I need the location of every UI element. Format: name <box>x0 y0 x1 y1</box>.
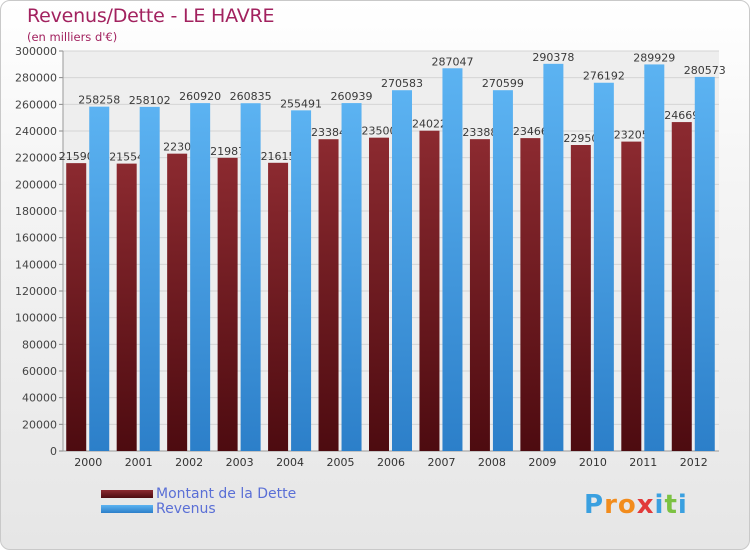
bar-dette <box>369 137 389 451</box>
x-tick-label: 2007 <box>427 456 455 469</box>
bar-dette <box>671 122 692 451</box>
bar-revenus <box>190 103 211 452</box>
bar-dette <box>268 162 289 452</box>
data-label-dette: 24669 <box>664 109 699 122</box>
data-label-revenus: 258258 <box>78 94 120 107</box>
legend-swatch-revenus <box>101 505 153 513</box>
logo-letter: x <box>636 490 655 520</box>
bar-revenus <box>694 76 715 452</box>
bar-revenus <box>139 106 160 451</box>
data-label-dette: 23500 <box>362 125 397 138</box>
legend-label-dette: Montant de la Dette <box>156 486 297 502</box>
logo-letter: i <box>677 490 688 520</box>
y-tick-label: 60000 <box>22 365 57 378</box>
proxiti-logo: Proxiti <box>584 490 688 520</box>
bar-revenus <box>291 110 312 451</box>
bar-revenus <box>442 68 463 452</box>
logo-letter: i <box>654 490 665 520</box>
bar-dette <box>520 138 541 451</box>
bar-dette <box>66 163 87 451</box>
data-label-revenus: 260939 <box>331 90 373 103</box>
y-tick-label: 40000 <box>22 392 57 405</box>
data-label-revenus: 260835 <box>230 90 272 103</box>
data-label-dette: 21590 <box>59 150 94 163</box>
data-label-revenus: 280573 <box>684 64 726 77</box>
y-tick-label: 300000 <box>15 45 57 58</box>
bar-dette <box>116 163 137 451</box>
x-tick-label: 2003 <box>226 456 254 469</box>
logo-letter: t <box>664 490 678 520</box>
bar-revenus <box>392 90 412 452</box>
y-tick-label: 220000 <box>15 152 57 165</box>
y-tick-label: 240000 <box>15 125 57 138</box>
x-tick-label: 2012 <box>680 456 708 469</box>
bar-dette <box>621 141 642 451</box>
bar-dette <box>217 157 238 451</box>
bar-revenus <box>644 64 665 451</box>
y-tick-label: 200000 <box>15 178 57 191</box>
chart-subtitle: (en milliers d'€) <box>27 30 118 44</box>
y-tick-label: 280000 <box>15 72 57 85</box>
x-tick-label: 2000 <box>74 456 102 469</box>
legend-label-revenus: Revenus <box>156 501 216 517</box>
x-tick-label: 2009 <box>528 456 556 469</box>
data-label-dette: 21554 <box>109 151 144 164</box>
data-label-dette: 23384 <box>311 126 346 139</box>
y-tick-label: 260000 <box>15 98 57 111</box>
bar-revenus <box>593 82 614 451</box>
data-label-revenus: 255491 <box>280 97 322 110</box>
bar-dette <box>419 130 440 451</box>
bar-dette <box>469 139 490 451</box>
data-label-revenus: 270599 <box>482 77 524 90</box>
y-tick-label: 80000 <box>22 338 57 351</box>
data-label-revenus: 276192 <box>583 70 625 83</box>
chart-title: Revenus/Dette - LE HAVRE <box>27 5 275 27</box>
bar-revenus <box>341 103 362 452</box>
bar-revenus <box>240 103 261 451</box>
plot-area <box>63 51 719 451</box>
data-label-dette: 2230 <box>163 141 191 154</box>
data-label-revenus: 289929 <box>633 51 675 64</box>
data-label-dette: 21615 <box>261 150 296 163</box>
x-tick-label: 2008 <box>478 456 506 469</box>
data-label-revenus: 290378 <box>532 51 574 64</box>
data-label-revenus: 258102 <box>129 94 171 107</box>
logo-letter: o <box>617 490 637 520</box>
data-label-dette: 21987 <box>210 145 245 158</box>
data-label-revenus: 270583 <box>381 77 423 90</box>
y-tick-label: 120000 <box>15 285 57 298</box>
y-tick-label: 20000 <box>22 418 57 431</box>
y-tick-label: 180000 <box>15 205 57 218</box>
data-label-dette: 22950 <box>563 132 598 145</box>
y-tick-label: 100000 <box>15 312 57 325</box>
data-label-revenus: 260920 <box>179 90 221 103</box>
x-tick-label: 2001 <box>125 456 153 469</box>
bar-revenus <box>492 90 513 452</box>
y-tick-label: 140000 <box>15 258 57 271</box>
bar-dette <box>570 145 591 451</box>
bar-dette <box>167 153 188 451</box>
y-tick-label: 0 <box>50 445 57 458</box>
logo-letter: r <box>604 490 618 520</box>
x-tick-label: 2005 <box>327 456 355 469</box>
x-tick-label: 2002 <box>175 456 203 469</box>
data-label-dette: 24022 <box>412 118 447 131</box>
data-label-dette: 23466 <box>513 125 548 138</box>
data-label-dette: 23205 <box>614 129 649 142</box>
bar-revenus <box>543 63 564 451</box>
data-label-revenus: 287047 <box>431 55 473 68</box>
x-tick-label: 2010 <box>579 456 607 469</box>
x-tick-label: 2006 <box>377 456 405 469</box>
logo-letter: P <box>584 490 605 520</box>
y-tick-label: 160000 <box>15 232 57 245</box>
x-tick-label: 2011 <box>629 456 657 469</box>
data-label-dette: 23388 <box>462 126 497 139</box>
bar-dette <box>318 139 339 452</box>
legend-swatch-dette <box>101 490 153 498</box>
x-tick-label: 2004 <box>276 456 304 469</box>
bar-revenus <box>89 106 110 451</box>
